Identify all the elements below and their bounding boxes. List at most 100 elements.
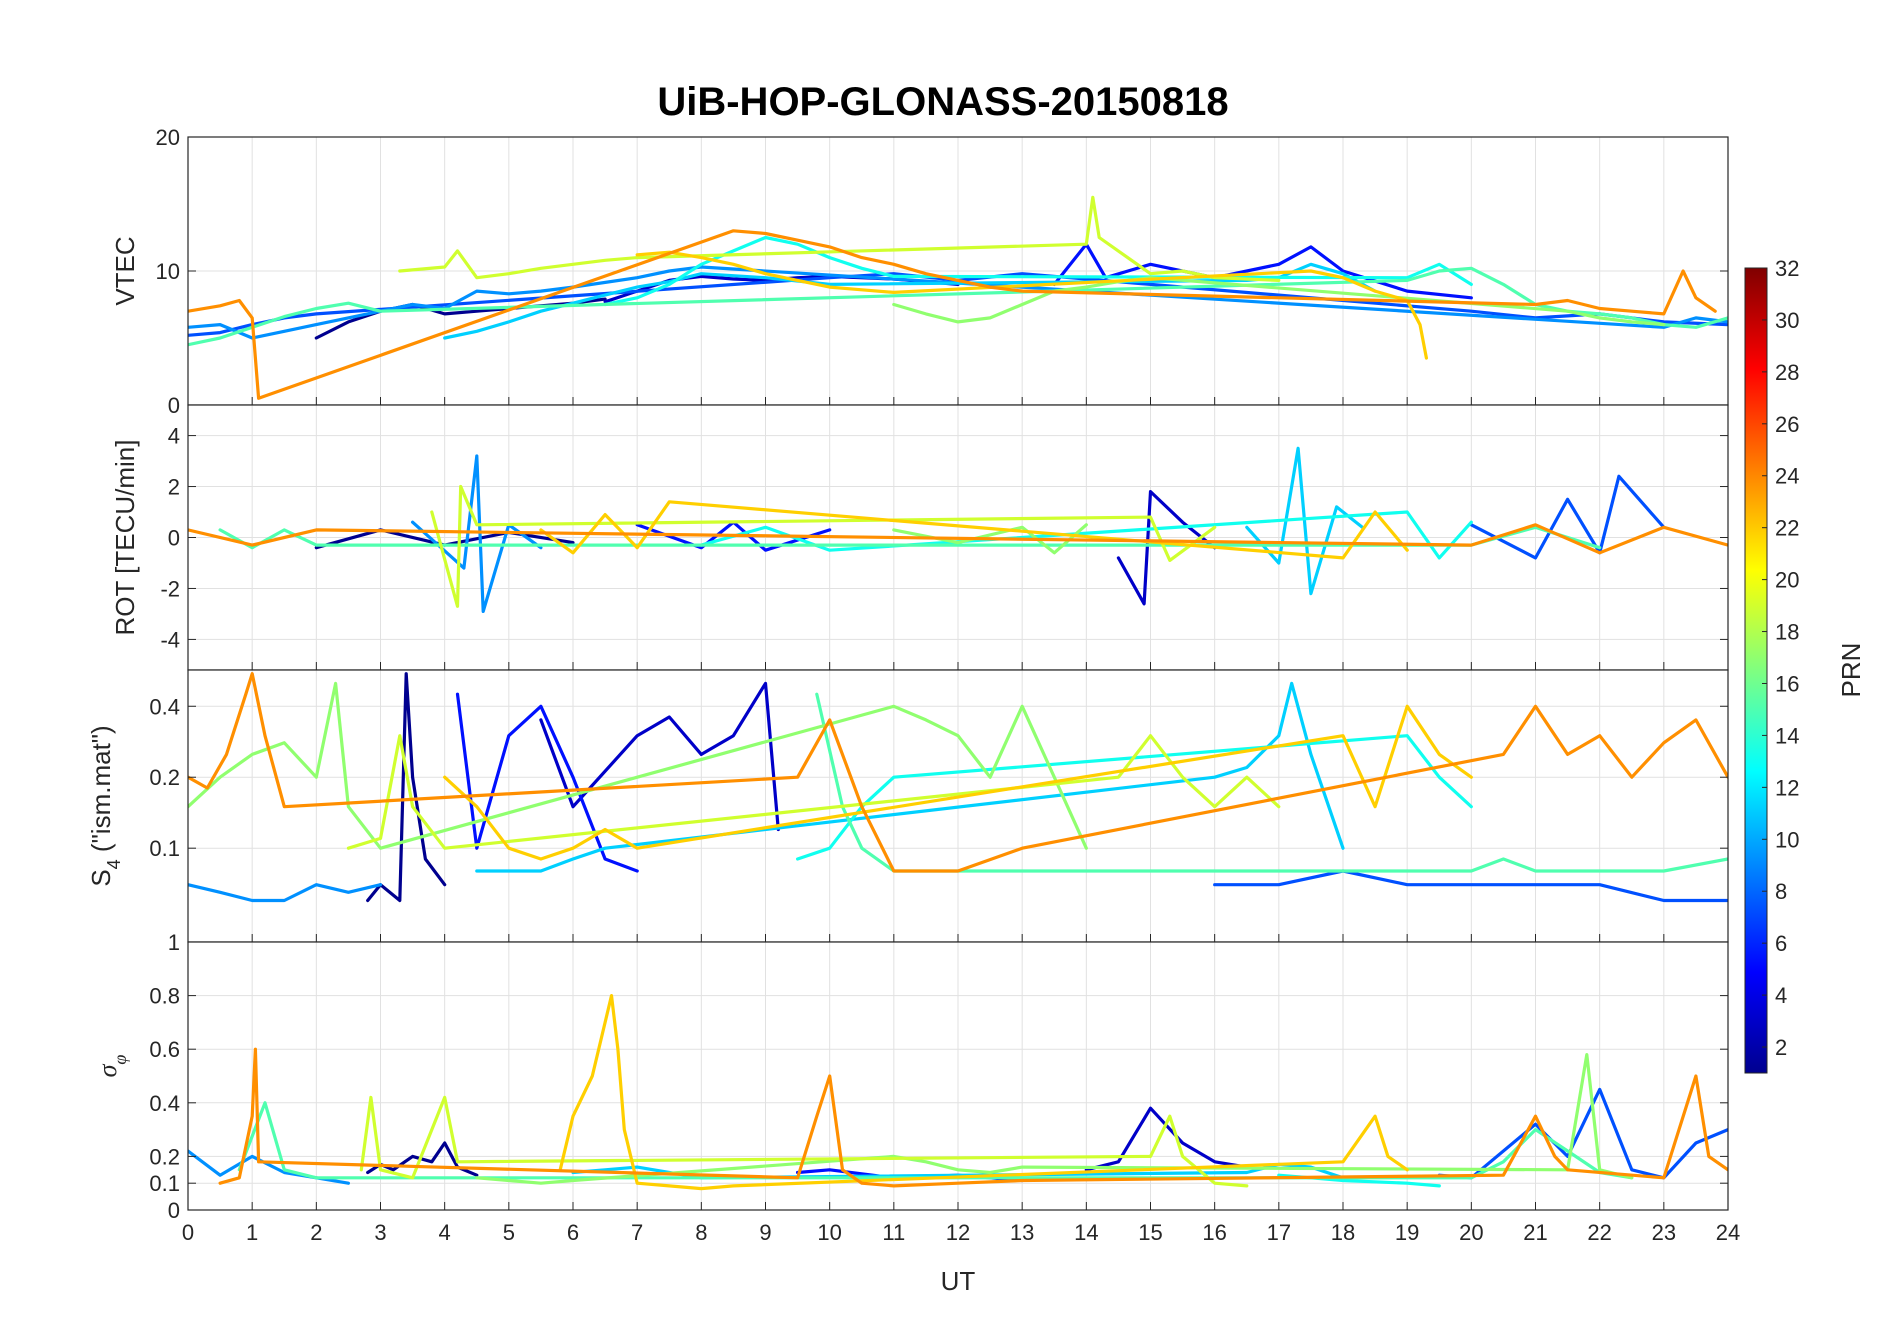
series-line-prn-15 (188, 266, 1728, 347)
series-line-prn-15 (815, 692, 1728, 873)
colorbar-tick-label: 12 (1775, 775, 1799, 800)
y-tick-label: 0.6 (149, 1037, 180, 1062)
x-tick-label: 7 (631, 1220, 643, 1245)
y-tick-label: 0 (168, 393, 180, 418)
x-tick-label: 13 (1010, 1220, 1034, 1245)
x-tick-label: 9 (759, 1220, 771, 1245)
y-tick-label: 2 (168, 475, 180, 500)
series-line-prn-3 (539, 681, 780, 832)
y-tick-label: 0.8 (149, 984, 180, 1009)
chart-title: UiB-HOP-GLONASS-20150818 (657, 80, 1228, 124)
colorbar-tick-label: 10 (1775, 827, 1799, 852)
x-tick-label: 19 (1395, 1220, 1419, 1245)
panel-rot-x-ticks (187, 662, 1729, 670)
series-line-prn-13 (603, 235, 1473, 307)
panel-sigma-y-label: σφ (93, 1055, 130, 1078)
x-tick-label: 5 (503, 1220, 515, 1245)
x-tick-label: 12 (946, 1220, 970, 1245)
series-line-prn-7 (1213, 869, 1728, 903)
y-tick-label: 0.2 (149, 1144, 180, 1169)
y-tick-label: 0 (168, 1198, 180, 1223)
series-line-prn-13 (796, 734, 1473, 861)
panel-vtec: 0 10 20 VTEC (110, 125, 1729, 418)
colorbar-tick-label: 14 (1775, 723, 1799, 748)
y-label-sub: 4 (104, 859, 124, 869)
series-line-prn-23 (188, 229, 1717, 400)
colorbar-tick-label: 22 (1775, 516, 1799, 541)
panel-s4-y-label: S4 ("ism.mat") (86, 725, 124, 886)
panel-rot-series (188, 446, 1728, 613)
x-tick-label: 11 (882, 1220, 905, 1245)
x-tick-label: 15 (1138, 1220, 1162, 1245)
series-line-prn-19 (359, 1095, 1249, 1188)
y-tick-label: 20 (156, 125, 180, 150)
y-tick-label: -4 (160, 627, 180, 652)
x-tick-label: 23 (1652, 1220, 1676, 1245)
series-line-prn-17 (188, 681, 1088, 850)
series-line-prn-17 (475, 1053, 1634, 1185)
panel-vtec-y-ticks: 0 10 20 (156, 125, 1728, 418)
panel-sigma-series (188, 994, 1728, 1191)
panel-rot: -4 -2 0 2 4 ROT [TECU/min] (110, 404, 1729, 671)
x-tick-label: 6 (567, 1220, 579, 1245)
colorbar-tick-label: 2 (1775, 1035, 1787, 1060)
series-line-prn-17 (892, 276, 1666, 327)
colorbar-tick-label: 28 (1775, 360, 1799, 385)
panel-sigma-x-ticks (187, 1202, 1729, 1210)
colorbar-tick-label: 8 (1775, 879, 1787, 904)
series-line-prn-23 (188, 523, 1728, 555)
series-line-prn-23 (188, 672, 1728, 873)
x-tick-labels: 0 1 2 3 4 5 6 7 8 9 10 11 12 13 14 15 16 17 18 19 20 21 22 23 24 (182, 1220, 1740, 1245)
series-line-prn-15 (218, 525, 1602, 550)
y-tick-label: 10 (156, 259, 180, 284)
series-line-prn-9 (188, 883, 383, 903)
y-tick-label: -2 (160, 576, 180, 601)
series-line-prn-13 (699, 510, 1473, 560)
x-tick-label: 2 (310, 1220, 322, 1245)
x-tick-label: 0 (182, 1220, 194, 1245)
panel-s4-series (188, 672, 1728, 903)
panel-s4: 0.1 0.2 0.4 S4 ("ism.mat") (86, 669, 1729, 943)
series-line-prn-9 (411, 454, 543, 613)
y-tick-label: 0.4 (149, 694, 180, 719)
x-tick-label: 10 (817, 1220, 841, 1245)
y-tick-label: 0.4 (149, 1091, 180, 1116)
y-label-main: S (86, 869, 116, 886)
x-tick-label: 8 (695, 1220, 707, 1245)
series-line-prn-7 (1437, 1087, 1728, 1180)
colorbar-tick-label: 4 (1775, 983, 1787, 1008)
y-tick-label: 0.1 (149, 836, 180, 861)
series-line-prn-11 (475, 681, 1345, 873)
panel-s4-x-ticks (187, 934, 1729, 942)
colorbar-label: PRN (1836, 643, 1866, 698)
panel-sigma: 00.10.2 0.4 0.6 0.8 1 σφ (93, 930, 1729, 1223)
x-tick-label: 21 (1523, 1220, 1547, 1245)
colorbar-tick-label: 32 (1775, 256, 1799, 281)
colorbar-tick-label: 18 (1775, 620, 1799, 645)
y-tick-label: 1 (168, 930, 180, 955)
panel-sigma-y-ticks: 00.10.2 0.4 0.6 0.8 1 (149, 930, 1728, 1223)
series-line-prn-5 (455, 692, 639, 873)
x-tick-label: 24 (1716, 1220, 1740, 1245)
series-line-prn-7 (1469, 474, 1666, 560)
series-line-prn-11 (1245, 446, 1364, 596)
colorbar-tick-label: 26 (1775, 412, 1799, 437)
series-line-prn-3 (1116, 490, 1217, 606)
colorbar-tick-label: 6 (1775, 931, 1787, 956)
panel-vtec-x-ticks (187, 397, 1729, 405)
y-label-sub: φ (110, 1055, 130, 1065)
panel-rot-y-ticks: -4 -2 0 2 4 (160, 424, 1728, 652)
colorbar-tick-label: 30 (1775, 308, 1799, 333)
series-line-prn-21 (539, 500, 1409, 560)
panel-rot-y-label: ROT [TECU/min] (110, 440, 140, 636)
x-tick-label: 20 (1459, 1220, 1483, 1245)
series-line-prn-21 (635, 250, 1428, 360)
y-tick-label: 0.1 (149, 1171, 180, 1196)
series-line-prn-23 (218, 1047, 1728, 1188)
series-line-prn-19 (346, 734, 1281, 850)
y-tick-label: 0 (168, 526, 180, 551)
